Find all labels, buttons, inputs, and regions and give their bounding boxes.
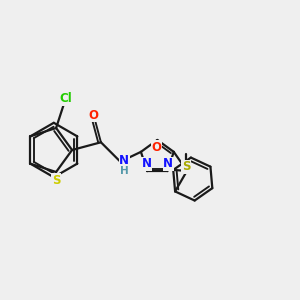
Text: N: N [163, 158, 173, 170]
Text: Cl: Cl [59, 92, 72, 105]
Text: S: S [52, 174, 60, 187]
Text: N: N [142, 158, 152, 170]
Text: S: S [182, 160, 190, 173]
Text: H: H [120, 167, 128, 176]
Text: O: O [152, 141, 162, 154]
Text: N: N [119, 154, 129, 167]
Text: O: O [88, 109, 99, 122]
